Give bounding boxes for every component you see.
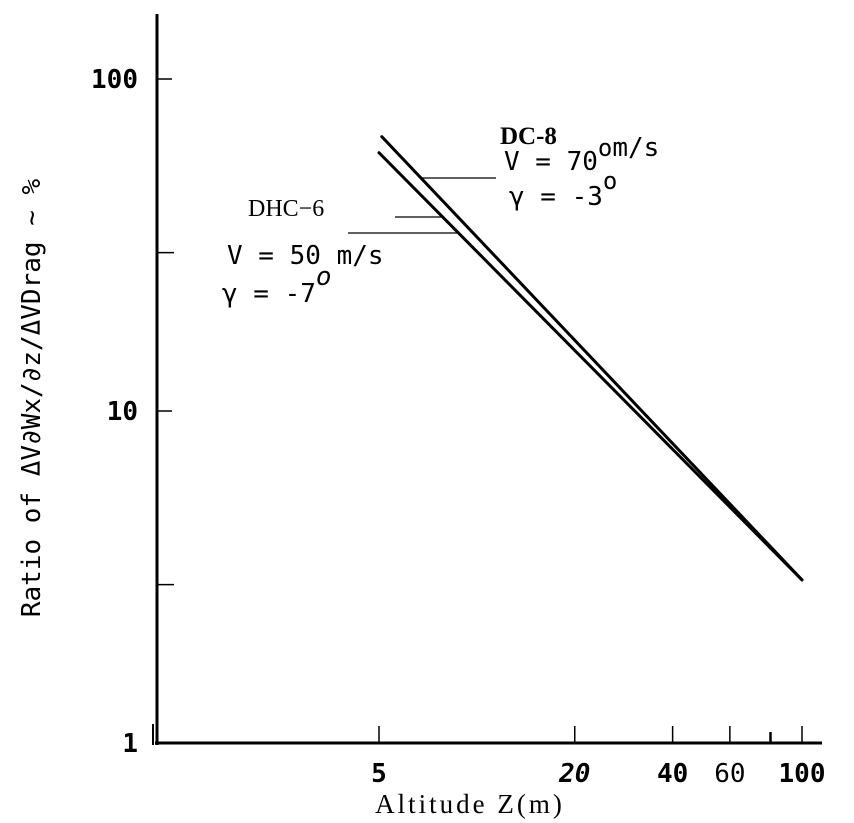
- y-tick-label-1: 1: [122, 729, 138, 759]
- dc8-label: DC-8: [500, 123, 557, 150]
- dhc6-speed: V = 50 m/s: [227, 241, 384, 271]
- series-lines: [377, 135, 804, 582]
- dhc6-gamma: γ = -7o: [222, 262, 332, 309]
- series-line-dc-8: [380, 135, 804, 582]
- x-axis-label: Altitude Z(m): [375, 789, 565, 819]
- y-ticks: 1 10 100: [91, 65, 174, 759]
- y-axis-label: Ratio of ΔV∂Wx/∂z/ΔVDrag ~ %: [17, 179, 47, 618]
- y-tick-label-10: 10: [107, 397, 138, 427]
- dhc6-label: DHC−6: [248, 196, 324, 222]
- x-tick-label-5: 5: [371, 759, 387, 789]
- dc8-speed: V = 70om/s: [504, 133, 659, 177]
- x-tick-label-20: 20: [558, 759, 590, 789]
- x-tick-label-60: 60: [714, 759, 745, 789]
- series-line-dhc-6: [377, 151, 804, 582]
- x-tick-label-100: 100: [779, 759, 826, 789]
- dc8-gamma: γ = -3o: [509, 167, 617, 212]
- x-ticks: 5 20 40 60 100: [371, 726, 825, 789]
- x-tick-label-40: 40: [657, 759, 688, 789]
- y-tick-label-100: 100: [91, 65, 138, 95]
